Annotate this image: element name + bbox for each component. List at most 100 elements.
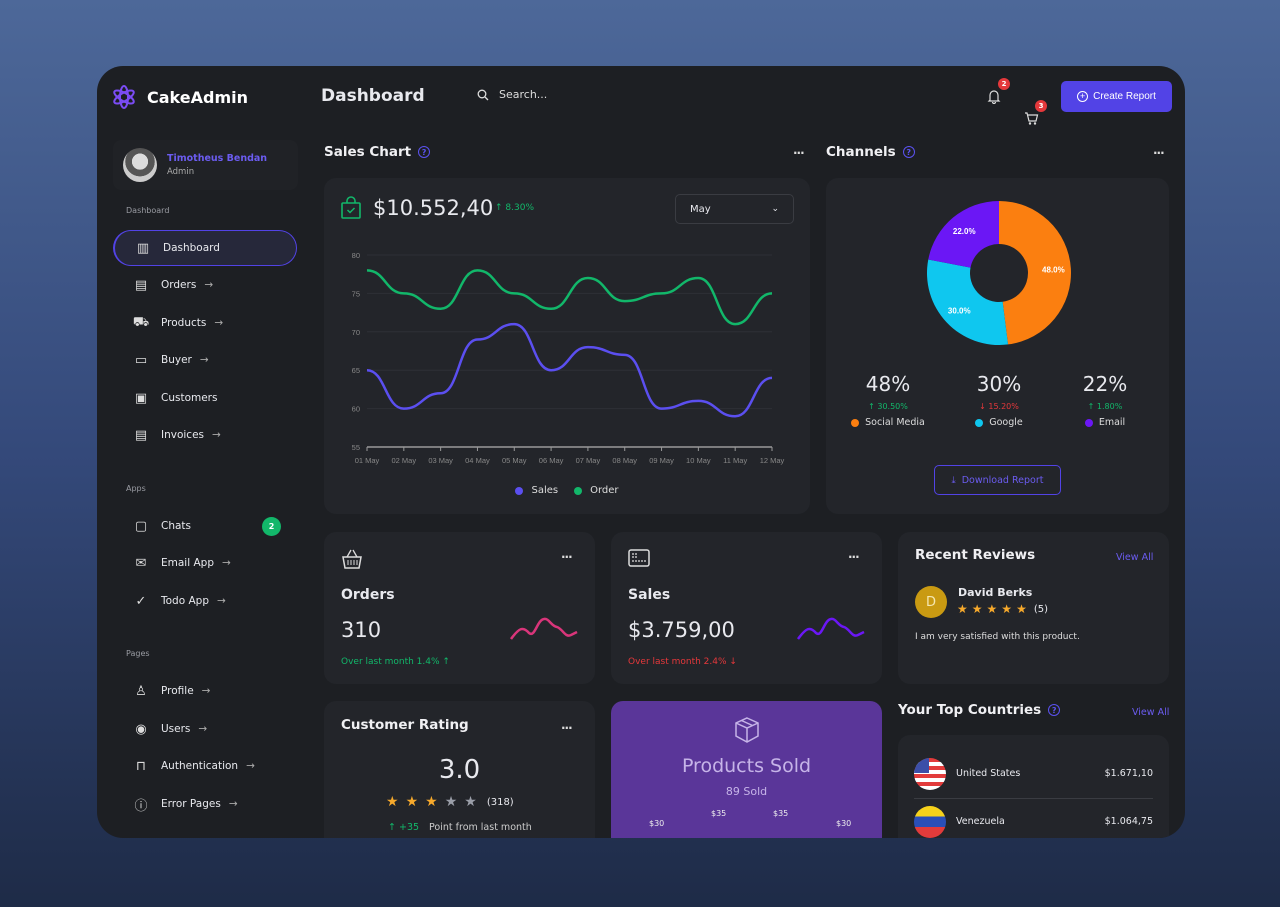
channel-legend: Google bbox=[939, 417, 1059, 428]
channel-legend: Social Media bbox=[828, 417, 948, 428]
section-dashboard: Dashboard bbox=[126, 206, 170, 215]
sales-sparkline bbox=[796, 617, 865, 640]
y-tick-label: 65 bbox=[352, 366, 360, 375]
channels-donut-chart: 48.0% 30.0% 22.0% bbox=[927, 201, 1071, 345]
rating-menu-button[interactable]: ··· bbox=[561, 721, 573, 735]
user-role: Admin bbox=[167, 167, 195, 177]
star-icon: ★ bbox=[986, 602, 998, 616]
sidebar-item-error-pages[interactable]: ⓘ Error Pages → bbox=[113, 786, 297, 822]
arrow-right-icon: → bbox=[201, 685, 211, 697]
app-name: CakeAdmin bbox=[147, 87, 248, 107]
notification-badge: 2 bbox=[998, 78, 1010, 90]
sidebar-item-buyer[interactable]: ▭ Buyer → bbox=[113, 342, 297, 378]
chat-icon: ▢ bbox=[134, 518, 148, 534]
sales-menu-button[interactable]: ··· bbox=[848, 550, 860, 564]
price-label: $35 bbox=[711, 809, 727, 818]
arrow-right-icon: → bbox=[199, 354, 209, 366]
channel-change-value: 15.20% bbox=[988, 402, 1019, 411]
reviews-view-all-link[interactable]: View All bbox=[1116, 552, 1154, 563]
x-tick-label: 04 May bbox=[465, 456, 490, 465]
period-select[interactable]: May ⌄ bbox=[675, 194, 794, 224]
sales-card: ··· Sales $3.759,00 Over last month 2.4%… bbox=[611, 532, 882, 684]
products-sold-count: 89 Sold bbox=[725, 785, 768, 798]
y-tick-label: 70 bbox=[352, 328, 360, 337]
credit-card-icon bbox=[628, 549, 650, 567]
legend-order[interactable]: Order bbox=[574, 485, 619, 496]
star-icon: ★ bbox=[971, 602, 983, 616]
channels-title: Channels? bbox=[826, 144, 915, 160]
channel-stat-email: 22% ↑ 1.80% Email bbox=[1045, 372, 1165, 428]
x-tick-label: 06 May bbox=[539, 456, 564, 465]
review-text: I am very satisfied with this product. bbox=[915, 632, 1080, 642]
sidebar-item-users[interactable]: ◉ Users → bbox=[113, 711, 297, 747]
orders-menu-button[interactable]: ··· bbox=[561, 550, 573, 564]
sidebar-item-label: Dashboard bbox=[163, 242, 220, 254]
help-icon[interactable]: ? bbox=[902, 146, 915, 158]
slice-label: 22.0% bbox=[953, 227, 976, 236]
sidebar-item-dashboard[interactable]: ▥ Dashboard bbox=[113, 230, 297, 266]
arrow-right-icon: → bbox=[246, 760, 255, 772]
arrow-right-icon: → bbox=[217, 595, 226, 607]
sales-change-value: 8.30% bbox=[505, 203, 534, 213]
sidebar-item-customers[interactable]: ▣ Customers bbox=[113, 380, 297, 416]
sidebar-item-email-app[interactable]: ✉ Email App → bbox=[113, 545, 297, 581]
search-placeholder: Search... bbox=[499, 88, 548, 101]
sidebar-item-label: Email App bbox=[161, 557, 214, 569]
star-icon: ★ bbox=[957, 602, 968, 616]
arrow-right-icon: → bbox=[221, 557, 231, 569]
slice-social-media[interactable] bbox=[999, 201, 1071, 345]
sidebar-item-orders[interactable]: ▤ Orders → bbox=[113, 267, 297, 303]
list-icon: ▤ bbox=[134, 277, 148, 293]
sales-value: $3.759,00 bbox=[628, 618, 735, 642]
shopping-bag-icon bbox=[341, 196, 361, 219]
alert-icon: ⓘ bbox=[134, 798, 148, 814]
create-report-button[interactable]: + Create Report bbox=[1061, 81, 1172, 112]
sidebar-item-todo-app[interactable]: ✓ Todo App → bbox=[113, 583, 297, 619]
user-profile[interactable]: Timotheus Bendan Admin bbox=[113, 140, 298, 190]
slice-google[interactable] bbox=[927, 259, 1009, 345]
sidebar-item-label: Chats bbox=[161, 520, 192, 532]
basket-icon bbox=[342, 549, 362, 569]
cart-button[interactable]: 3 bbox=[1020, 100, 1047, 129]
notifications-button[interactable]: 2 bbox=[983, 78, 1010, 107]
legend-dot bbox=[851, 418, 860, 427]
sales-chart-title-text: Sales Chart bbox=[324, 144, 412, 160]
star-icon: ★ bbox=[1016, 602, 1027, 616]
search-icon bbox=[477, 89, 489, 100]
contact-icon: ▣ bbox=[134, 390, 148, 406]
download-report-button[interactable]: ⤓ Download Report bbox=[934, 465, 1061, 495]
cart-icon bbox=[1024, 111, 1038, 125]
help-icon[interactable]: ? bbox=[1048, 704, 1061, 716]
venezuela-flag-icon bbox=[914, 806, 946, 838]
sidebar-item-profile[interactable]: ♙ Profile → bbox=[113, 673, 297, 709]
rating-title: Customer Rating bbox=[341, 717, 469, 733]
sidebar-item-chats[interactable]: ▢ Chats 2 bbox=[113, 508, 297, 544]
channels-menu-button[interactable]: ··· bbox=[1153, 146, 1165, 160]
sales-title: Sales bbox=[628, 587, 671, 603]
legend-sales[interactable]: Sales bbox=[515, 485, 558, 496]
invoice-icon: ▤ bbox=[134, 427, 148, 443]
country-value: $1.671,10 bbox=[1104, 768, 1153, 779]
countries-title-text: Your Top Countries bbox=[898, 702, 1042, 718]
sidebar-item-invoices[interactable]: ▤ Invoices → bbox=[113, 417, 297, 453]
sales-chart-menu-button[interactable]: ··· bbox=[793, 146, 805, 160]
plus-circle-icon: + bbox=[1077, 91, 1089, 102]
check-circle-icon: ✓ bbox=[135, 593, 147, 609]
slice-email[interactable] bbox=[928, 201, 999, 268]
help-icon[interactable]: ? bbox=[418, 146, 431, 158]
sidebar-item-products[interactable]: ⛟ Products → bbox=[113, 305, 297, 341]
truck-icon: ⛟ bbox=[132, 314, 150, 330]
logo[interactable]: CakeAdmin bbox=[111, 84, 248, 110]
search-input[interactable]: Search... bbox=[477, 88, 547, 101]
countries-view-all-link[interactable]: View All bbox=[1132, 707, 1170, 718]
sidebar-item-label: Profile bbox=[161, 685, 194, 697]
legend-dot bbox=[515, 486, 524, 495]
slice-label: 48.0% bbox=[1042, 266, 1065, 275]
countries-title: Your Top Countries? bbox=[898, 702, 1061, 718]
channel-change: ↓ 15.20% bbox=[979, 402, 1019, 411]
sidebar-item-authentication[interactable]: ⊓ Authentication → bbox=[113, 748, 297, 784]
create-report-label: Create Report bbox=[1093, 91, 1156, 102]
legend-dot bbox=[574, 486, 583, 495]
sidebar-item-label: Products bbox=[161, 317, 207, 329]
chats-badge: 2 bbox=[262, 516, 281, 536]
